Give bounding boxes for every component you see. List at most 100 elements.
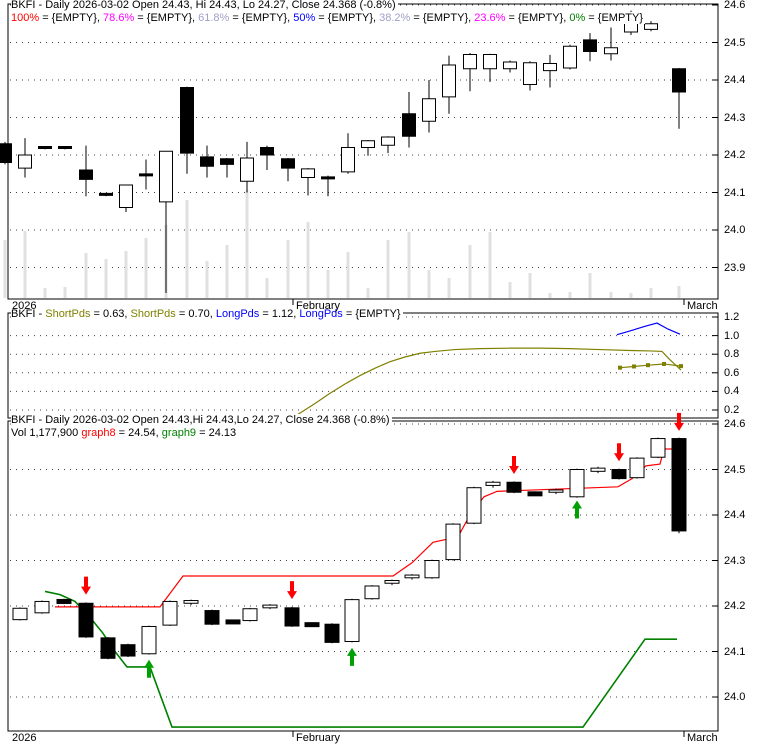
candle-body [56, 598, 72, 604]
title-segment: LongPds [215, 308, 260, 320]
volume-bar [609, 292, 613, 298]
volume-bar [84, 253, 88, 298]
candle-body [527, 491, 543, 497]
title-segment: 23.6% [474, 12, 506, 24]
sell-signal-arrow-down [614, 443, 624, 462]
sell-signal-arrow-down [509, 456, 519, 475]
volume-bar [588, 273, 592, 298]
candle-body [240, 157, 254, 182]
ShortPds-2-line [619, 363, 682, 369]
volume-bar [286, 240, 290, 298]
volume-bar [427, 270, 431, 298]
volume-bar [407, 232, 411, 298]
x-axis-label: March [687, 300, 718, 312]
title-segment: = 0.70, [175, 308, 216, 320]
candle-body [159, 150, 173, 203]
buy-signal-arrow-up [572, 500, 582, 519]
buy-signal-arrow-up [144, 659, 154, 678]
volume-bar [508, 282, 512, 298]
candle-body [650, 438, 666, 458]
candle-body [120, 644, 136, 657]
sell-signal-arrow-down [674, 412, 684, 431]
candle-body [402, 113, 416, 137]
volume-bar [205, 261, 209, 298]
candle-body [18, 154, 32, 169]
volume-bar [346, 252, 350, 298]
title-segment: graph8 [81, 427, 116, 439]
candle-body [466, 487, 482, 524]
x-axis-label: February [296, 732, 341, 744]
candle-body [180, 87, 194, 154]
LongPds-line [616, 322, 681, 336]
candle-body [506, 481, 522, 493]
candle-body [364, 585, 380, 600]
volume-bar [649, 288, 653, 298]
candle-body [99, 192, 113, 196]
x-axis-label: 2026 [12, 732, 37, 744]
volume-bar [124, 251, 128, 298]
ShortPds-2-marker [646, 363, 650, 368]
y-axis-label: 0.6 [724, 366, 740, 379]
candle-body [344, 599, 360, 642]
candle-body [384, 580, 400, 584]
title-segment: = {EMPTY}, [410, 12, 475, 24]
graph9-line [44, 590, 677, 728]
graph8-line [55, 448, 681, 608]
volume-bar [245, 190, 249, 298]
volume-bar [326, 270, 330, 298]
y-axis-label: 1.2 [724, 311, 740, 323]
title-segment: = {EMPTY}, [134, 12, 199, 24]
volume-bar [225, 245, 229, 298]
title-segment: BKFI - Daily 2026-03-02 Open 24.43, Hi 2… [11, 0, 396, 11]
x-axis-label: February [296, 300, 341, 312]
candle-body [260, 147, 274, 156]
candle-body [644, 23, 658, 30]
candle-body [381, 136, 395, 146]
candle-body [100, 637, 116, 659]
candle-body [12, 607, 28, 621]
y-axis-label: 24.6 [724, 418, 746, 430]
y-axis-label: 24.0 [724, 691, 746, 703]
title-segment: = {EMPTY}, [39, 12, 104, 24]
sell-signal-arrow-down [81, 576, 91, 595]
candle-body [671, 438, 687, 532]
panel3-title-quote: BKFI - Daily 2026-03-02 Open 24.43,Hi 24… [11, 414, 392, 426]
volume-bar [63, 287, 67, 298]
candle-body [422, 98, 436, 122]
candle-body [284, 607, 300, 627]
candle-body [79, 169, 93, 180]
candle-body [611, 469, 627, 480]
candle-body [324, 623, 340, 643]
panel2-title-indicators: BKFI - ShortPds = 0.63, ShortPds = 0.70,… [11, 308, 403, 320]
volume-bar [568, 292, 572, 298]
candle-body [483, 54, 497, 70]
candle-body [220, 158, 234, 165]
candle-body [139, 173, 153, 177]
candle-body [604, 47, 618, 55]
panel-frame [7, 312, 719, 419]
ShortPds-2-marker [632, 364, 636, 369]
y-axis-label: 24.2 [724, 600, 746, 612]
title-segment: = {EMPTY}, [505, 12, 570, 24]
candle-body [58, 146, 72, 149]
candle-body [523, 62, 537, 85]
candle-body [38, 146, 52, 149]
y-axis-label: 24.4 [724, 74, 746, 86]
title-segment: graph9 [161, 427, 197, 439]
candle-body [204, 610, 220, 625]
title-segment: = 0.63, [90, 308, 131, 320]
candle-body [445, 523, 461, 561]
y-axis-label: 24.3 [724, 554, 746, 567]
volume-bar [43, 288, 47, 298]
ShortPds-2-marker [618, 365, 622, 370]
y-axis-label: 24.5 [724, 36, 746, 49]
volume-bar [3, 240, 7, 298]
x-axis-label: 2026 [12, 300, 37, 312]
buy-signal-arrow-up [347, 647, 357, 666]
title-segment: = 24.54, [115, 427, 162, 439]
title-segment: Vol 1,177,900 [11, 427, 82, 439]
candle-body [301, 168, 315, 178]
volume-bar [447, 278, 451, 298]
candle-body [225, 619, 241, 625]
candle-body [563, 45, 577, 69]
